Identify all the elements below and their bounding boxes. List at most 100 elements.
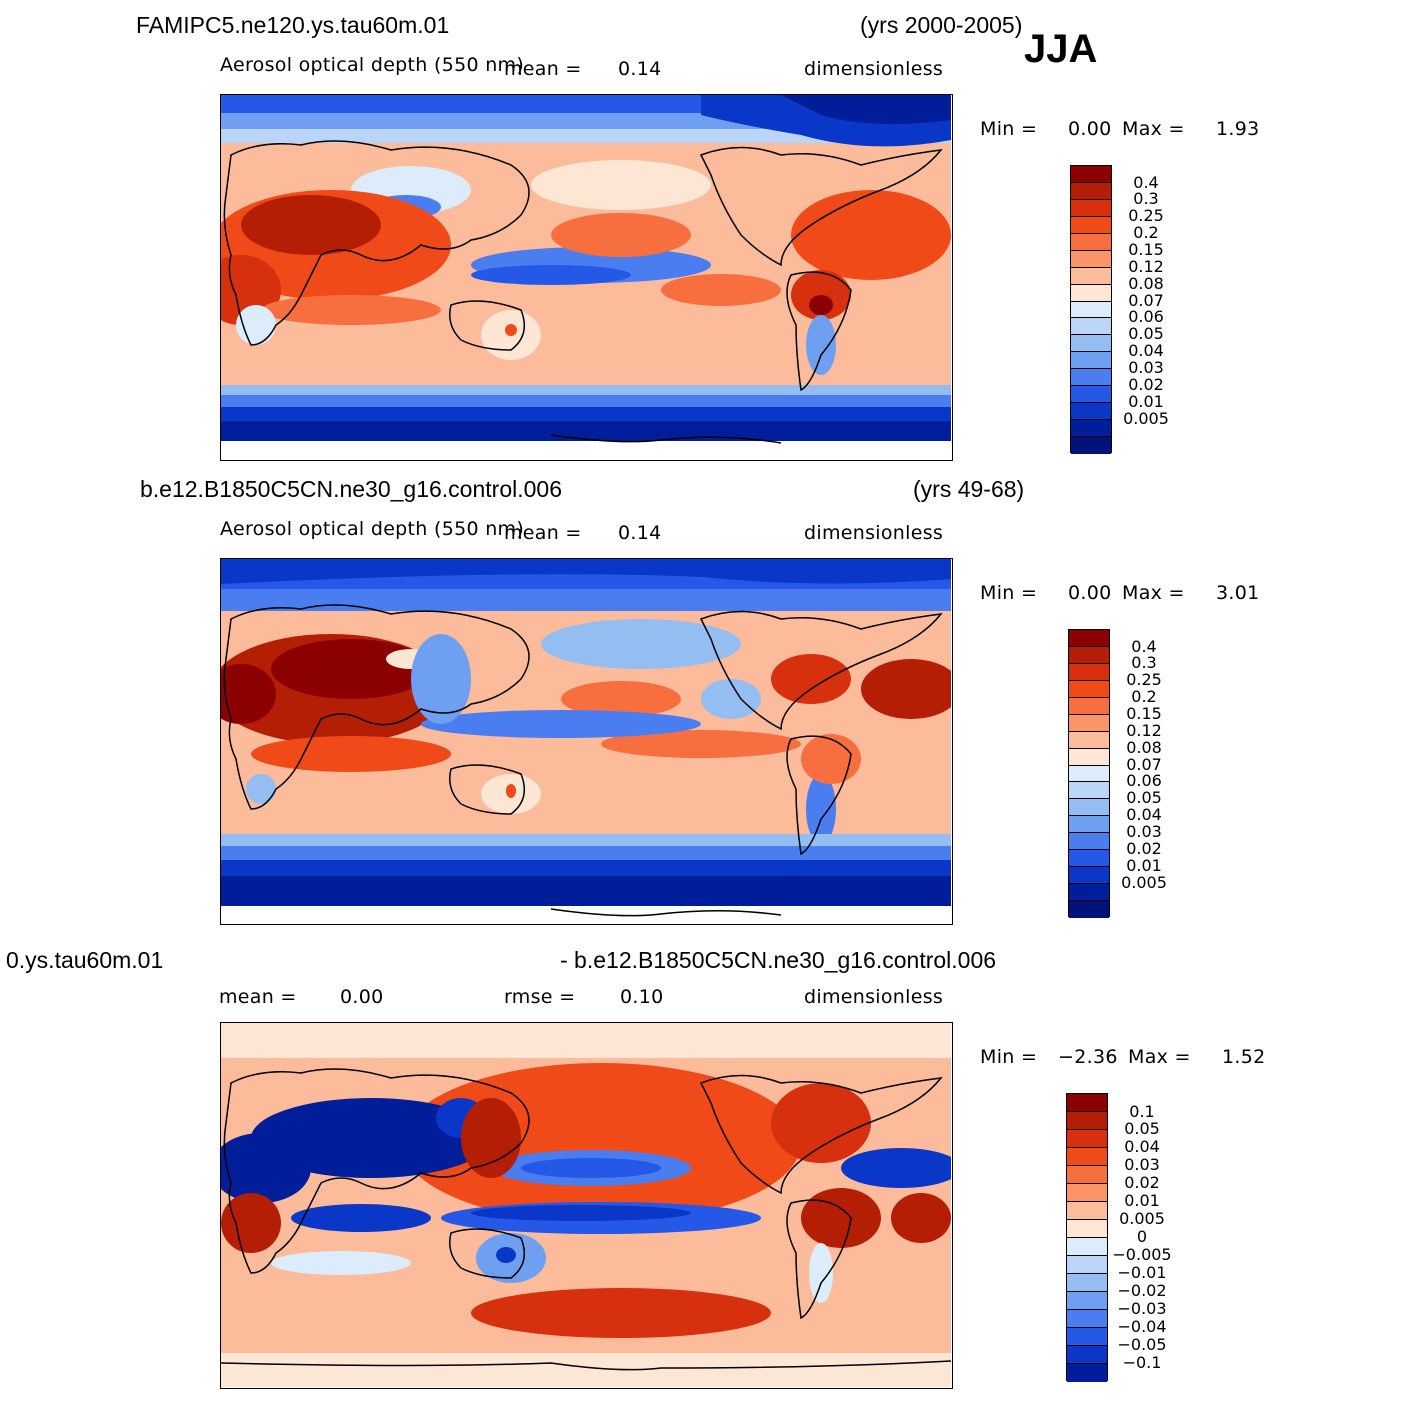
colorbar-tick-label: 0 bbox=[1136, 1227, 1148, 1246]
colorbar-tick-label: 0.15 bbox=[1126, 703, 1162, 723]
panel1-min-value: 0.00 bbox=[1068, 118, 1112, 140]
panel1-colorbar bbox=[1070, 165, 1112, 454]
colorbar-swatch bbox=[1067, 1364, 1107, 1382]
colorbar-tick-label: 0.06 bbox=[1126, 771, 1162, 791]
colorbar-tick-label: −0.02 bbox=[1117, 1281, 1167, 1300]
colorbar-swatch bbox=[1067, 1148, 1107, 1166]
panel2-colorbar bbox=[1068, 629, 1110, 918]
panel1-map bbox=[220, 94, 953, 461]
colorbar-tick-label: 0.02 bbox=[1126, 839, 1162, 859]
colorbar-tick-label: 0.08 bbox=[1128, 273, 1164, 293]
colorbar-tick-label: 0.25 bbox=[1126, 669, 1162, 689]
panel3-case-label: 0.ys.tau60m.01 bbox=[6, 947, 164, 973]
panel2-variable: Aerosol optical depth (550 nm) bbox=[220, 518, 525, 540]
colorbar-tick-label: 0.04 bbox=[1128, 341, 1164, 361]
colorbar-swatch bbox=[1067, 1112, 1107, 1130]
colorbar-swatch bbox=[1069, 714, 1109, 732]
panel3-map bbox=[220, 1022, 953, 1389]
colorbar-tick-label: 0.03 bbox=[1128, 358, 1164, 378]
colorbar-tick-label: 0.05 bbox=[1126, 788, 1162, 808]
colorbar-swatch bbox=[1067, 1238, 1107, 1256]
panel3-units: dimensionless bbox=[804, 986, 944, 1008]
colorbar-swatch bbox=[1071, 301, 1111, 319]
panel3-min-value: −2.36 bbox=[1058, 1046, 1118, 1068]
colorbar-swatch bbox=[1069, 782, 1109, 800]
colorbar-swatch bbox=[1069, 630, 1109, 647]
colorbar-swatch bbox=[1071, 403, 1111, 421]
panel3-mean-label: mean = bbox=[219, 986, 297, 1008]
colorbar-swatch bbox=[1069, 748, 1109, 766]
colorbar-tick-label: −0.05 bbox=[1117, 1335, 1167, 1354]
colorbar-swatch bbox=[1071, 166, 1111, 183]
panel2-units: dimensionless bbox=[804, 522, 944, 544]
panel1-variable: Aerosol optical depth (550 nm) bbox=[220, 54, 525, 76]
colorbar-swatch bbox=[1071, 199, 1111, 217]
colorbar-tick-label: 0.08 bbox=[1126, 737, 1162, 757]
colorbar-swatch bbox=[1071, 233, 1111, 251]
season-label: JJA bbox=[1024, 27, 1098, 71]
panel3-max-value: 1.52 bbox=[1222, 1046, 1266, 1068]
colorbar-swatch bbox=[1071, 318, 1111, 336]
colorbar-swatch bbox=[1067, 1328, 1107, 1346]
colorbar-swatch bbox=[1067, 1094, 1107, 1112]
colorbar-swatch bbox=[1071, 437, 1111, 454]
colorbar-swatch bbox=[1071, 284, 1111, 302]
panel2-mean-label: mean = bbox=[504, 522, 582, 544]
panel2-min-value: 0.00 bbox=[1068, 582, 1112, 604]
panel3-max-label: Max = bbox=[1128, 1046, 1191, 1068]
panel3-rmse-value: 0.10 bbox=[620, 986, 664, 1008]
colorbar-swatch bbox=[1069, 765, 1109, 783]
colorbar-swatch bbox=[1071, 352, 1111, 370]
colorbar-tick-label: 0.04 bbox=[1126, 805, 1162, 825]
colorbar-tick-label: 0.005 bbox=[1121, 873, 1167, 893]
panel1-max-label: Max = bbox=[1122, 118, 1185, 140]
colorbar-tick-label: 0.01 bbox=[1124, 1191, 1160, 1210]
colorbar-tick-label: 0.25 bbox=[1128, 205, 1164, 225]
colorbar-swatch bbox=[1067, 1166, 1107, 1184]
panel1-max-value: 1.93 bbox=[1216, 118, 1260, 140]
colorbar-swatch bbox=[1067, 1184, 1107, 1202]
colorbar-tick-label: 0.005 bbox=[1119, 1209, 1165, 1228]
colorbar-tick-label: 0.3 bbox=[1131, 652, 1157, 672]
colorbar-swatch bbox=[1071, 250, 1111, 268]
panel3-years: - b.e12.B1850C5CN.ne30_g16.control.006 bbox=[560, 947, 997, 973]
colorbar-tick-label: −0.005 bbox=[1112, 1245, 1172, 1264]
panel3-mean-value: 0.00 bbox=[340, 986, 384, 1008]
colorbar-swatch bbox=[1069, 799, 1109, 817]
panel2-max-value: 3.01 bbox=[1216, 582, 1260, 604]
panel1-mean-label: mean = bbox=[504, 58, 582, 80]
colorbar-tick-label: 0.06 bbox=[1128, 307, 1164, 327]
colorbar-swatch bbox=[1067, 1292, 1107, 1310]
colorbar-swatch bbox=[1069, 680, 1109, 698]
colorbar-swatch bbox=[1067, 1346, 1107, 1364]
colorbar-swatch bbox=[1069, 697, 1109, 715]
colorbar-tick-label: 0.2 bbox=[1131, 686, 1157, 706]
colorbar-tick-label: 0.4 bbox=[1133, 172, 1159, 192]
colorbar-swatch bbox=[1071, 216, 1111, 234]
colorbar-swatch bbox=[1067, 1310, 1107, 1328]
panel3-colorbar bbox=[1066, 1093, 1108, 1382]
colorbar-swatch bbox=[1071, 182, 1111, 200]
colorbar-tick-label: 0.05 bbox=[1124, 1119, 1160, 1138]
colorbar-swatch bbox=[1069, 833, 1109, 851]
panel1-units: dimensionless bbox=[804, 58, 944, 80]
colorbar-tick-label: 0.4 bbox=[1131, 636, 1157, 656]
colorbar-swatch bbox=[1069, 901, 1109, 918]
colorbar-tick-label: 0.01 bbox=[1126, 856, 1162, 876]
panel2-max-label: Max = bbox=[1122, 582, 1185, 604]
panel1-case-label: FAMIPC5.ne120.ys.tau60m.01 bbox=[136, 12, 450, 38]
colorbar-swatch bbox=[1069, 850, 1109, 868]
colorbar-tick-label: −0.01 bbox=[1117, 1263, 1167, 1282]
panel3-min-label: Min = bbox=[980, 1046, 1038, 1068]
panel3-rmse-label: rmse = bbox=[504, 986, 576, 1008]
colorbar-swatch bbox=[1071, 386, 1111, 404]
colorbar-tick-label: 0.1 bbox=[1129, 1102, 1155, 1121]
panel2-case-label: b.e12.B1850C5CN.ne30_g16.control.006 bbox=[140, 476, 562, 502]
panel1-min-label: Min = bbox=[980, 118, 1038, 140]
colorbar-tick-label: 0.3 bbox=[1133, 188, 1159, 208]
colorbar-tick-label: 0.03 bbox=[1124, 1155, 1160, 1174]
panel2-min-label: Min = bbox=[980, 582, 1038, 604]
colorbar-swatch bbox=[1067, 1202, 1107, 1220]
panel2-map bbox=[220, 558, 953, 925]
colorbar-tick-label: −0.04 bbox=[1117, 1317, 1167, 1336]
